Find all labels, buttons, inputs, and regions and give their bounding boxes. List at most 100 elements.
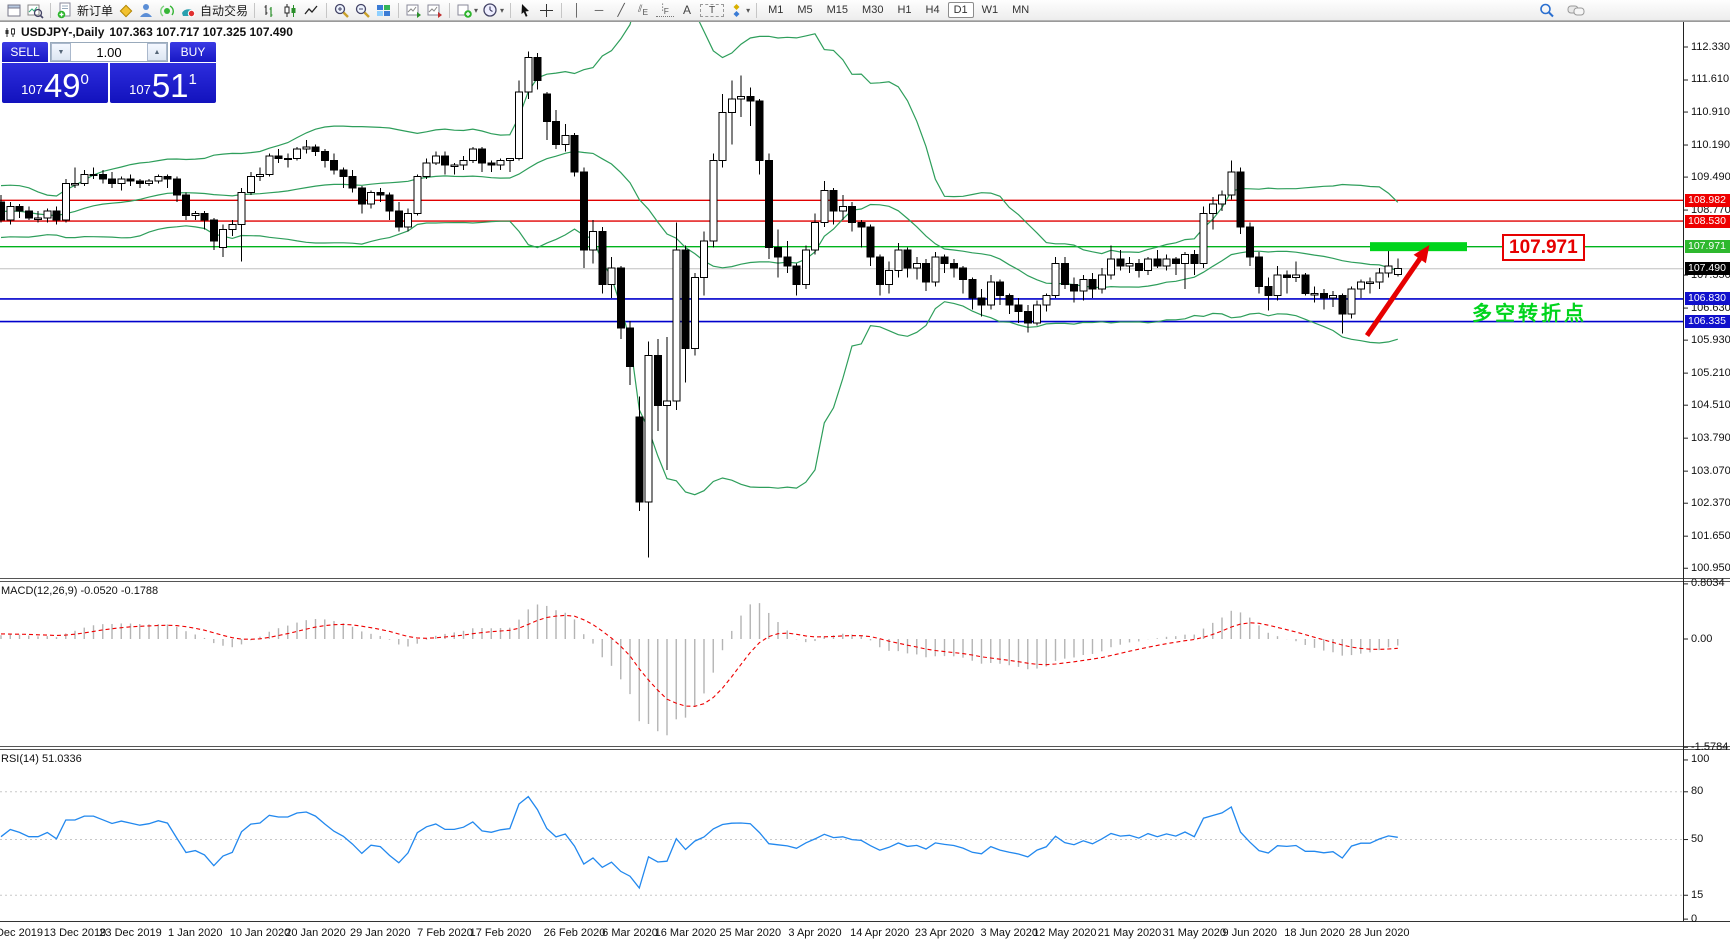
rsi-tick: 100 <box>1691 753 1710 766</box>
price-badge: 107.971 <box>1685 240 1730 254</box>
volume-input[interactable]: 1.00 <box>96 44 122 60</box>
date-label: 1 Jan 2020 <box>168 927 223 939</box>
chart-window-icon[interactable] <box>4 1 25 20</box>
date-label: 16 Mar 2020 <box>654 927 717 939</box>
buy-price-button[interactable]: 107 51 1 <box>110 63 216 103</box>
date-label: 3 Apr 2020 <box>788 927 842 939</box>
chart-title-line: USDJPY-,Daily 107.363 107.717 107.325 10… <box>5 25 293 39</box>
cursor-icon[interactable] <box>515 1 536 20</box>
volume-up-button[interactable]: ▲ <box>147 43 167 61</box>
autotrade-button[interactable]: 自动交易 <box>178 1 250 20</box>
sell-price-big: 49 <box>43 67 81 104</box>
rsi-tick: 80 <box>1691 785 1704 798</box>
fibonacci-tool-icon[interactable]: ⫶F <box>654 1 676 20</box>
sell-price-prefix: 107 <box>21 82 43 97</box>
tile-windows-icon[interactable] <box>373 1 394 20</box>
buy-price-pip: 1 <box>188 71 197 88</box>
macd-tick: 0.00 <box>1691 632 1713 645</box>
timeframe-h1[interactable]: H1 <box>897 4 912 16</box>
date-label: 23 Dec 2019 <box>99 927 162 939</box>
timeframe-m5[interactable]: M5 <box>797 4 813 16</box>
timeframe-m1[interactable]: M1 <box>768 4 784 16</box>
price-tick: 101.650 <box>1691 529 1730 542</box>
volume-control: ▼ 1.00 ▲ <box>50 42 168 62</box>
buy-button[interactable]: BUY <box>170 42 216 62</box>
rsi-tick: 50 <box>1691 833 1704 846</box>
date-label: 9 Jun 2020 <box>1222 927 1277 939</box>
zoom-in-icon[interactable] <box>331 1 352 20</box>
date-label: 7 Feb 2020 <box>417 927 473 939</box>
price-tick: 109.490 <box>1691 170 1730 183</box>
label-tool-icon[interactable]: T <box>698 1 726 20</box>
date-label: 28 Jun 2020 <box>1348 927 1410 939</box>
market-watch-icon[interactable] <box>136 1 157 20</box>
add-indicator-icon[interactable]: ▾ <box>454 1 480 20</box>
new-order-label: 新订单 <box>77 3 114 18</box>
date-label: 23 Apr 2020 <box>914 927 975 939</box>
date-label: 13 Dec 2019 <box>43 927 107 939</box>
text-tool-icon[interactable]: A <box>683 3 692 17</box>
date-label: 17 Feb 2020 <box>469 927 532 939</box>
rsi-tick: 0 <box>1691 912 1698 925</box>
annotation-note-text[interactable]: 多空转折点 <box>1472 303 1587 325</box>
date-label: 21 May 2020 <box>1097 927 1162 939</box>
indicator-window-icon[interactable] <box>424 1 445 20</box>
price-tick: 110.190 <box>1691 138 1730 151</box>
volume-down-button[interactable]: ▼ <box>51 43 71 61</box>
chart-symbol-icon <box>5 27 15 37</box>
date-label: 18 Jun 2020 <box>1284 927 1345 939</box>
bar-chart-icon[interactable] <box>259 1 280 20</box>
price-tick: 110.910 <box>1691 105 1730 118</box>
zoom-out-icon[interactable] <box>352 1 373 20</box>
timeframe-h4[interactable]: H4 <box>925 4 940 16</box>
timeframe-w1[interactable]: W1 <box>981 4 999 16</box>
date-label: 31 May 2020 <box>1162 927 1227 939</box>
rsi-label: RSI(14) 51.0336 <box>1 753 82 765</box>
hline-tool-icon[interactable]: ─ <box>594 3 604 17</box>
sell-price-button[interactable]: 107 49 0 <box>2 63 108 103</box>
date-label: Dec 2019 <box>0 927 44 939</box>
price-tick: 103.790 <box>1691 431 1730 444</box>
candle-chart-icon[interactable] <box>280 1 301 20</box>
price-badge: 106.830 <box>1685 292 1730 306</box>
crosshair-icon[interactable] <box>536 1 557 20</box>
search-icon[interactable] <box>1536 1 1557 20</box>
channel-tool-icon[interactable]: ⫽E <box>638 3 649 17</box>
price-badge: 107.490 <box>1685 262 1730 276</box>
price-badge: 106.335 <box>1685 315 1730 329</box>
line-chart-icon[interactable] <box>301 1 322 20</box>
sell-button[interactable]: SELL <box>2 42 48 62</box>
date-label: 29 Jan 2020 <box>349 927 411 939</box>
date-label: 25 Mar 2020 <box>719 927 782 939</box>
autotrade-label: 自动交易 <box>200 3 249 18</box>
profiles-icon[interactable] <box>25 1 46 20</box>
chart-ohlc-values: 107.363 107.717 107.325 107.490 <box>109 25 293 39</box>
price-level-tag[interactable]: 107.971 <box>1502 234 1585 261</box>
price-tick: 102.370 <box>1691 496 1730 509</box>
date-label: 6 Mar 2020 <box>602 927 658 939</box>
rsi-tick: 15 <box>1691 888 1704 901</box>
macd-tick: -1.5784 <box>1691 740 1729 753</box>
metaeditor-icon[interactable] <box>115 1 136 20</box>
price-tick: 111.610 <box>1691 73 1730 86</box>
indicator-list-icon[interactable] <box>403 1 424 20</box>
price-tick: 100.950 <box>1691 561 1730 574</box>
date-label: 20 Jan 2020 <box>285 927 346 939</box>
timeframe-m15[interactable]: M15 <box>826 4 849 16</box>
timeframe-m30[interactable]: M30 <box>862 4 884 16</box>
timeframe-mn[interactable]: MN <box>1012 4 1030 16</box>
signals-icon[interactable] <box>157 1 178 20</box>
buy-price-prefix: 107 <box>129 82 151 97</box>
new-order-button[interactable]: 新订单 <box>55 1 115 20</box>
trendline-tool-icon[interactable]: ╱ <box>617 3 625 17</box>
chat-icon[interactable] <box>1565 1 1588 20</box>
date-label: 12 May 2020 <box>1032 927 1097 939</box>
vline-tool-icon[interactable]: │ <box>573 3 581 17</box>
date-label: 14 Apr 2020 <box>850 927 910 939</box>
price-tick: 112.330 <box>1691 40 1730 53</box>
timeframe-d1[interactable]: D1 <box>947 2 974 18</box>
shapes-tool-icon[interactable]: ▾ <box>726 1 752 20</box>
periods-clock-icon[interactable]: ▾ <box>480 1 506 20</box>
chart-title: USDJPY-,Daily <box>21 25 105 39</box>
